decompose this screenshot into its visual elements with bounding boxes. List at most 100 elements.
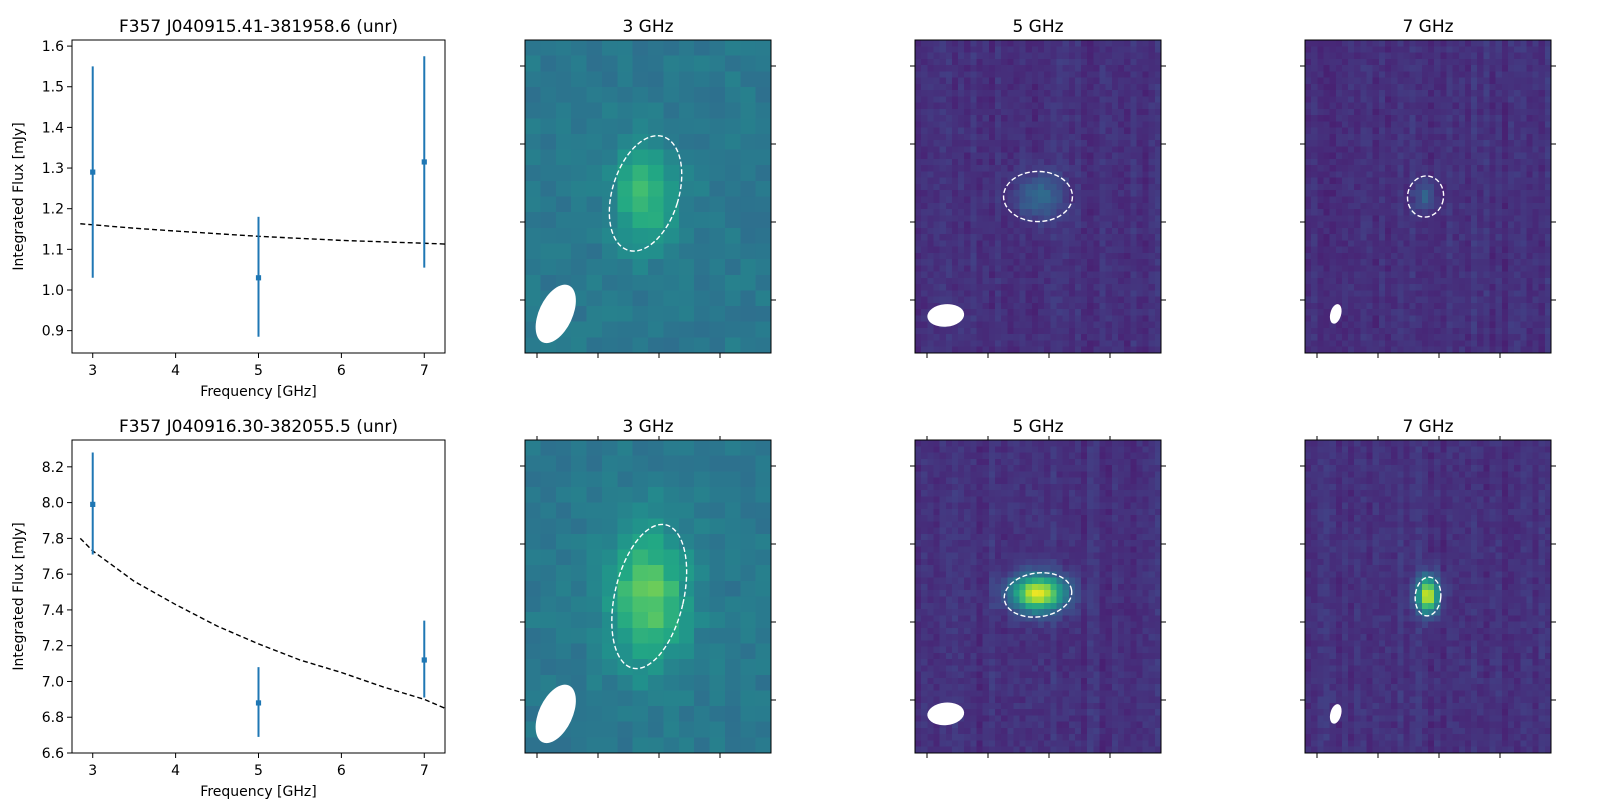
pixel (1068, 446, 1076, 454)
pixel (1544, 277, 1552, 285)
pixel (740, 690, 757, 707)
pixel (1409, 215, 1417, 223)
pixel (1013, 296, 1021, 304)
pixel (1341, 146, 1349, 154)
pixel (1532, 127, 1540, 135)
pixel (1440, 240, 1448, 248)
pixel (1440, 152, 1448, 160)
pixel (1031, 52, 1039, 60)
pixel (1117, 52, 1125, 60)
pixel (1507, 259, 1515, 266)
pixel (939, 102, 947, 110)
y-tick-label: 1.4 (42, 120, 64, 136)
pixel (1124, 196, 1131, 204)
pixel (724, 243, 741, 260)
pixel (1329, 284, 1337, 291)
pixel (1311, 71, 1318, 79)
pixel (1526, 133, 1534, 141)
pixel (1464, 340, 1472, 348)
pixel (1044, 271, 1051, 279)
pixel (927, 465, 935, 472)
pixel (1489, 146, 1497, 154)
pixel (1532, 302, 1540, 310)
pixel (1142, 202, 1150, 210)
pixel (1001, 152, 1008, 160)
pixel (994, 71, 1002, 79)
pixel (1378, 83, 1386, 91)
pixel (1452, 65, 1460, 72)
pixel (1148, 190, 1156, 198)
pixel (964, 190, 971, 198)
pixel (1421, 246, 1429, 254)
pixel (1483, 52, 1491, 60)
pixel (1142, 140, 1150, 148)
pixel (1538, 165, 1546, 173)
pixel (1526, 58, 1534, 66)
pixel (525, 627, 541, 645)
pixel (915, 246, 922, 254)
pixel (1019, 127, 1027, 135)
pixel (1093, 77, 1101, 85)
pixel (976, 65, 984, 72)
pixel (1074, 240, 1082, 248)
pixel (1093, 234, 1101, 241)
pixel (694, 580, 711, 598)
pixel (1526, 209, 1534, 216)
pixel (976, 96, 984, 104)
pixel (1378, 290, 1386, 298)
pixel (678, 690, 695, 707)
pixel (1440, 140, 1448, 148)
pixel (1354, 102, 1361, 110)
pixel (1093, 121, 1101, 129)
pixel (1050, 196, 1058, 204)
pixel (1403, 71, 1411, 79)
pixel (648, 721, 664, 738)
y-tick-label: 6.6 (42, 746, 64, 762)
pixel (1335, 102, 1343, 110)
pixel (927, 340, 935, 348)
pixel (678, 706, 695, 723)
pixel (982, 40, 990, 47)
pixel (1415, 215, 1423, 223)
pixel (1050, 127, 1058, 135)
pixel (1458, 133, 1466, 141)
pixel (1130, 177, 1137, 185)
pixel (1099, 346, 1107, 354)
pixel (988, 96, 996, 104)
pixel (724, 259, 741, 276)
pixel (1001, 115, 1008, 122)
pixel (921, 234, 928, 241)
pixel (1124, 171, 1131, 179)
pixel (1111, 196, 1119, 204)
pixel (1391, 209, 1398, 216)
pixel (1099, 71, 1107, 79)
pixel (958, 271, 965, 279)
pixel (982, 452, 990, 460)
pixel (1335, 227, 1343, 235)
pixel (1305, 140, 1312, 148)
pixel (1038, 158, 1045, 166)
pixel (1056, 96, 1064, 104)
pixel (1372, 146, 1380, 154)
pixel (1117, 259, 1125, 266)
pixel (525, 274, 541, 291)
pixel (617, 690, 634, 707)
pixel (1081, 321, 1088, 329)
pixel (1025, 452, 1033, 460)
pixel (1050, 296, 1058, 304)
pixel (1507, 102, 1515, 110)
pixel (1477, 340, 1484, 348)
pixel (1538, 346, 1546, 354)
pixel (1514, 115, 1521, 122)
pixel (994, 271, 1002, 279)
pixel (1514, 334, 1521, 342)
pixel (1105, 108, 1113, 116)
pixel (1378, 65, 1386, 72)
pixel (1452, 183, 1460, 191)
pixel (1489, 209, 1497, 216)
pixel (1464, 46, 1472, 54)
pixel (1471, 58, 1478, 66)
pixel (1348, 296, 1355, 304)
pixel (1477, 171, 1484, 179)
pixel (1056, 215, 1064, 223)
